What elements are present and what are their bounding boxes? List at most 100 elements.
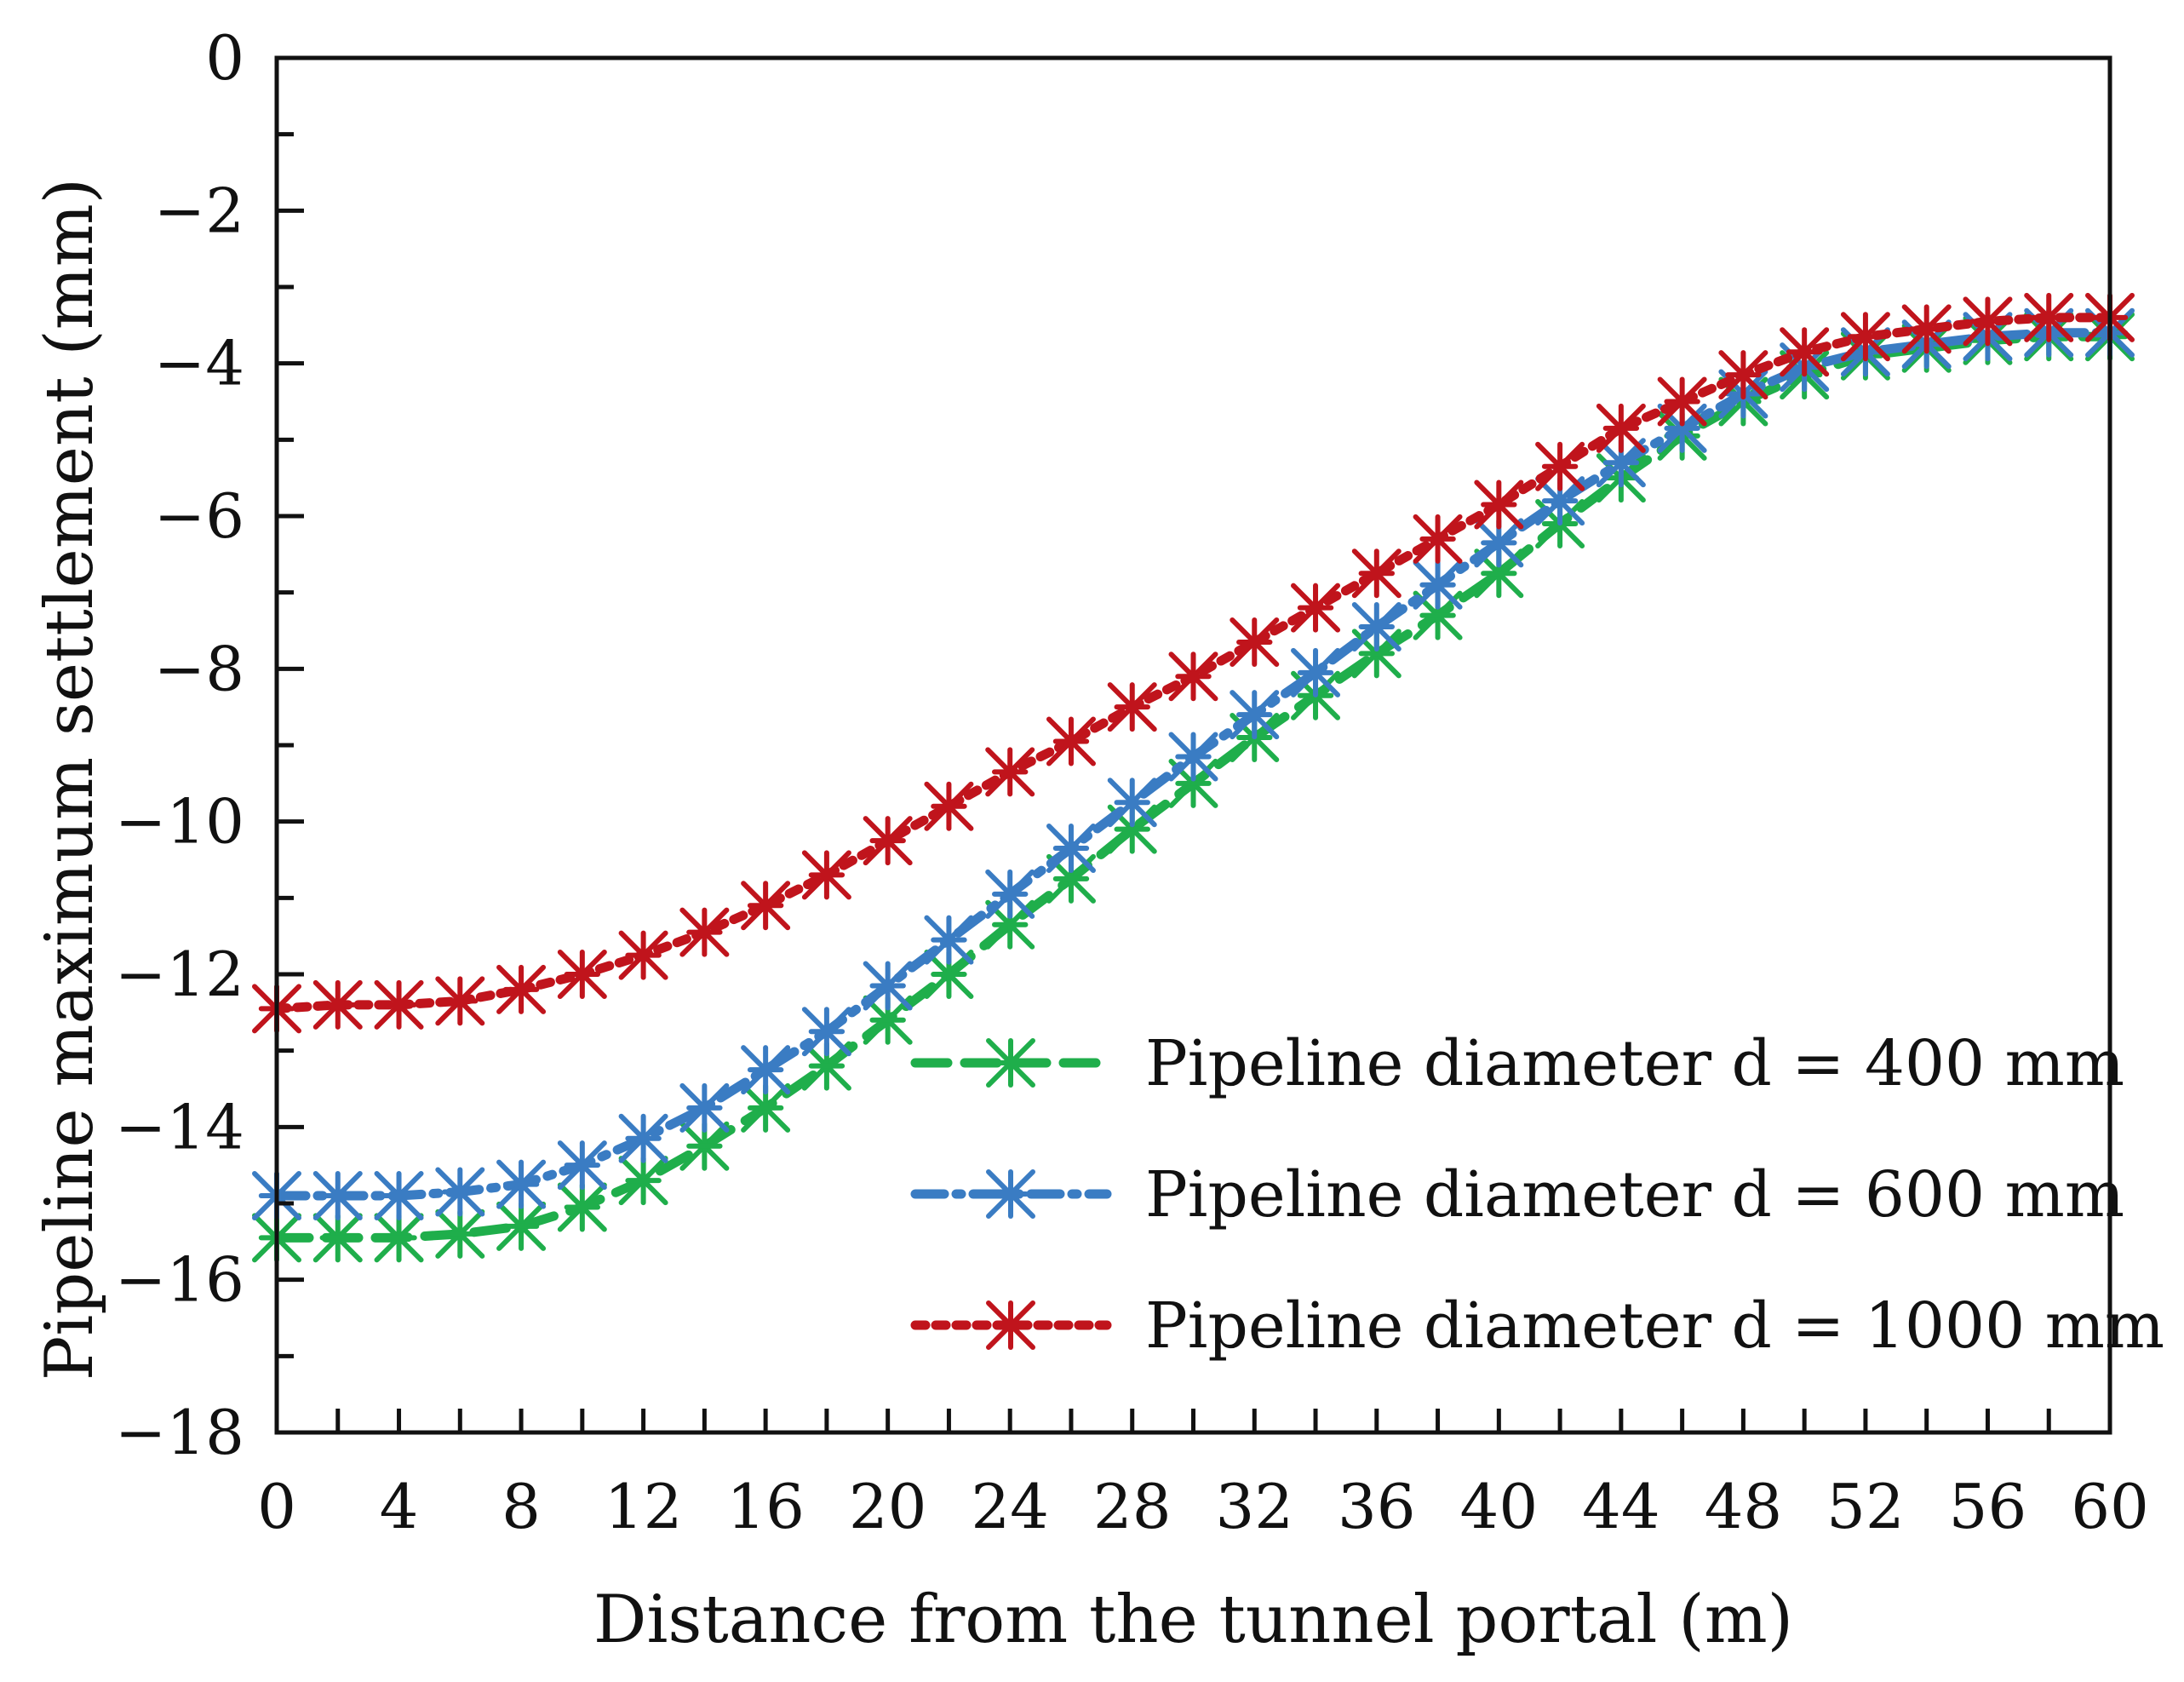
x-tick-label: 32 [1215, 1471, 1293, 1542]
data-point [374, 1171, 424, 1221]
data-point [1046, 716, 1096, 766]
data-point [1535, 476, 1585, 526]
data-point [1230, 690, 1280, 740]
y-axis: 0 −2 −4 −6 −8 −10 −12 −14 −16 −18 [115, 22, 304, 1468]
data-point [1168, 652, 1218, 702]
series-1 [252, 312, 2135, 1263]
data-point [557, 950, 607, 999]
legend-marker [986, 1169, 1035, 1219]
data-point [1474, 479, 1524, 530]
data-point [1780, 327, 1830, 377]
data-point [924, 915, 974, 965]
x-axis-title: Distance from the tunnel portal (m) [593, 1582, 1793, 1658]
x-tick-label: 12 [605, 1471, 683, 1542]
data-point [312, 1213, 363, 1263]
data-point [374, 1213, 424, 1263]
x-tick-label: 0 [257, 1471, 296, 1542]
x-tick-label: 16 [726, 1471, 805, 1542]
x-tick-label: 52 [1826, 1471, 1905, 1542]
data-point [496, 1201, 547, 1251]
data-point [374, 979, 424, 1030]
y-tick-label: −10 [115, 786, 244, 858]
y-tick-label: −12 [115, 939, 244, 1010]
y-tick-label: 0 [205, 22, 244, 94]
y-tick-label: −18 [115, 1397, 244, 1468]
data-point [435, 1208, 485, 1259]
data-point [496, 964, 547, 1014]
data-point [924, 950, 974, 999]
data-point [679, 907, 730, 957]
data-point [1901, 304, 1952, 354]
legend-marker [986, 1038, 1035, 1088]
x-tick-label: 56 [1949, 1471, 2027, 1542]
data-point [557, 1140, 607, 1191]
x-tick-label: 48 [1705, 1471, 1783, 1542]
y-tick-label: −2 [154, 175, 244, 246]
data-point [1291, 647, 1341, 697]
data-point [2024, 292, 2074, 342]
data-point [1107, 682, 1157, 732]
data-point [1657, 376, 1707, 427]
data-point [1963, 296, 2013, 347]
x-tick-label: 40 [1460, 1471, 1539, 1542]
data-point [1535, 441, 1585, 491]
legend: Pipeline diameter d = 400 mm Pipeline dia… [910, 1027, 2164, 1363]
data-point [435, 1167, 485, 1217]
y-tick-label: −4 [154, 328, 244, 399]
data-point [741, 1045, 791, 1095]
legend-item: Pipeline diameter d = 400 mm [910, 1027, 2124, 1100]
legend-item: Pipeline diameter d = 600 mm [910, 1158, 2124, 1231]
data-point [863, 816, 913, 866]
legend-marker [986, 1300, 1035, 1350]
y-tick-label: −16 [115, 1244, 244, 1316]
data-point [312, 1171, 363, 1221]
data-point [1107, 778, 1157, 828]
data-point [618, 1156, 668, 1206]
data-point [1168, 732, 1218, 782]
data-point [985, 747, 1035, 797]
data-point [1046, 824, 1096, 874]
data-point [1230, 617, 1280, 667]
data-point [1351, 602, 1402, 652]
data-point [741, 881, 791, 931]
data-point [741, 1082, 791, 1133]
data-point [1413, 514, 1463, 564]
x-tick-label: 36 [1338, 1471, 1416, 1542]
data-point [618, 930, 668, 980]
legend-label: Pipeline diameter d = 400 mm [1145, 1027, 2124, 1100]
data-point [557, 1182, 607, 1232]
legend-label: Pipeline diameter d = 1000 mm [1145, 1289, 2164, 1363]
legend-item: Pipeline diameter d = 1000 mm [910, 1289, 2164, 1363]
y-axis-title: Pipeline maximum settlement (mm) [32, 178, 108, 1381]
x-tick-label: 44 [1582, 1471, 1660, 1542]
data-point [435, 976, 485, 1026]
y-tick-label: −8 [154, 633, 244, 704]
y-tick-label: −14 [115, 1091, 244, 1162]
data-point [679, 1082, 730, 1133]
data-point [1413, 560, 1463, 610]
data-point [1718, 350, 1768, 400]
data-point [863, 961, 913, 1011]
y-tick-label: −6 [154, 480, 244, 552]
data-point [1596, 403, 1646, 453]
data-point [1351, 548, 1402, 599]
legend-label: Pipeline diameter d = 600 mm [1145, 1158, 2124, 1231]
data-point [924, 781, 974, 831]
data-point [312, 979, 363, 1030]
data-point [801, 850, 851, 900]
x-tick-label: 60 [2071, 1471, 2149, 1542]
series-layer [252, 292, 2135, 1263]
data-point [985, 869, 1035, 919]
x-tick-label: 28 [1093, 1471, 1172, 1542]
x-tick-label: 24 [971, 1471, 1049, 1542]
x-tick-label: 20 [849, 1471, 927, 1542]
data-point [1291, 583, 1341, 633]
x-axis: 0 4 8 12 16 20 24 28 32 36 40 44 48 52 56 60 [257, 1409, 2149, 1542]
x-tick-label: 8 [502, 1471, 541, 1542]
data-point [618, 1113, 668, 1163]
data-point [1840, 312, 1890, 362]
data-point [801, 1007, 851, 1057]
data-point [496, 1159, 547, 1209]
